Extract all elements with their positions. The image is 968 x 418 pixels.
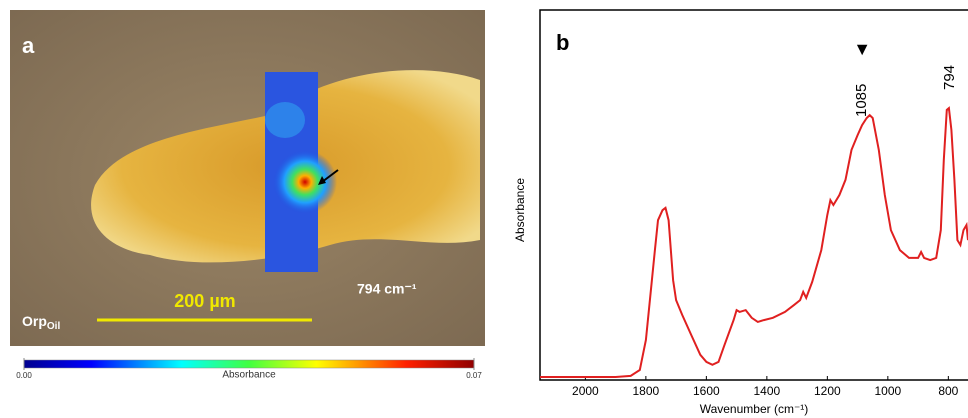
spectrum-line [540,106,968,378]
sample-label: OrpOil [22,313,60,332]
peak-label: 1085 [853,84,870,117]
x-tick-label: 1200 [814,384,841,398]
x-tick-label: 1000 [874,384,901,398]
peak-label: 794 [941,65,958,90]
sample-subscript: Oil [47,321,61,332]
x-tick-label: 800 [938,384,958,398]
x-axis-label: Wavenumber (cm⁻¹) [700,402,809,416]
panel-label: a [22,33,35,58]
peak-marker: ▼ [853,39,871,59]
plot-frame [539,9,968,381]
colorbar [23,359,475,369]
heat-map-feature [265,102,305,138]
colorbar-ticks: 0.00 0.07 [16,358,482,380]
colorbar-label: Absorbance [222,370,276,381]
panel-b: b Absorbance Wavenumber (cm⁻¹) 2000 1800 1… [513,9,968,416]
x-tick-label: 1600 [693,384,720,398]
x-tick-label: 1800 [633,384,660,398]
panel-label: b [556,30,569,55]
band-label: 794 cm⁻¹ [357,281,417,297]
sample-name: Orp [22,313,47,329]
hot-spot [273,150,337,214]
arrow [321,169,339,183]
panel-a: a 200 µm 794 cm⁻¹ OrpOil Absorbance 0.00… [10,10,485,381]
scale-bar-label: 200 µm [174,291,235,311]
x-tick-label: 1400 [754,384,781,398]
colorbar-tick-label: 0.07 [466,371,482,380]
colorbar-tick-label: 0.00 [16,371,32,380]
y-axis-label: Absorbance [513,178,527,242]
arrow-head [318,176,326,185]
x-tick-label: 2000 [572,384,599,398]
